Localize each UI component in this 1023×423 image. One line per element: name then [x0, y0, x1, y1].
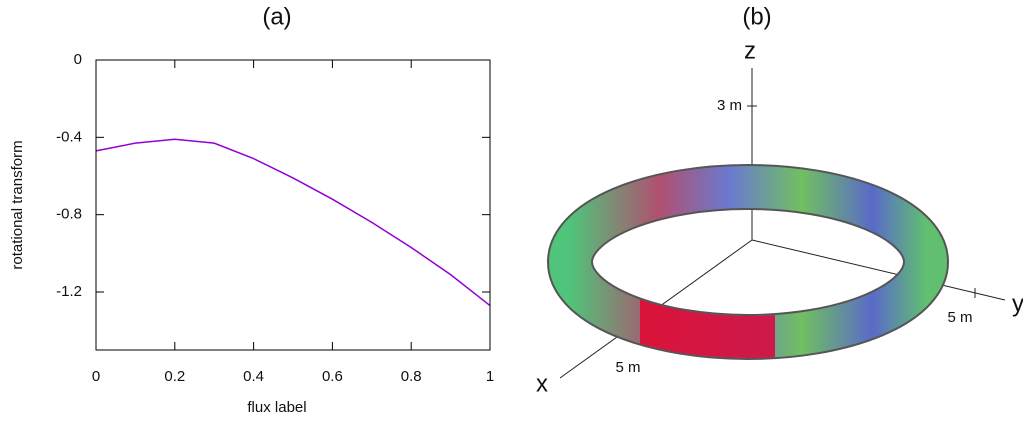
z-tick-label: 3 m — [717, 97, 742, 114]
y-tick-label: -0.8 — [56, 206, 82, 223]
x-axis-3d-label: x — [536, 370, 548, 397]
torus — [547, 164, 949, 360]
panel-b-title: (b) — [742, 3, 771, 30]
y-axis-label: rotational transform — [9, 140, 26, 269]
line — [95, 138, 491, 307]
y-tick-label: -0.4 — [56, 128, 82, 145]
x-tick-label: 0 — [92, 368, 100, 385]
y-tick-label: 0 — [74, 51, 82, 68]
x-tick-label: 0.6 — [322, 368, 343, 385]
x-tick-label: 0.4 — [243, 368, 264, 385]
x-tick-label: 1 — [486, 368, 494, 385]
y-axis-3d-label: y — [1012, 290, 1023, 317]
panel-a-title: (a) — [262, 3, 291, 30]
y-tick-label: -1.2 — [56, 283, 82, 300]
plot-frame — [95, 59, 491, 351]
z-axis-label: z — [744, 37, 756, 64]
x-tick-label: 0.2 — [164, 368, 185, 385]
x-tick-label-3d: 5 m — [615, 359, 640, 376]
x-tick-label: 0.8 — [401, 368, 422, 385]
y-tick-label-3d: 5 m — [947, 309, 972, 326]
x-axis-label: flux label — [247, 399, 306, 416]
plot-a: 0 -0.4 -0.8 -1.2 0 0.2 0.4 0.6 0.8 1 — [56, 51, 494, 385]
